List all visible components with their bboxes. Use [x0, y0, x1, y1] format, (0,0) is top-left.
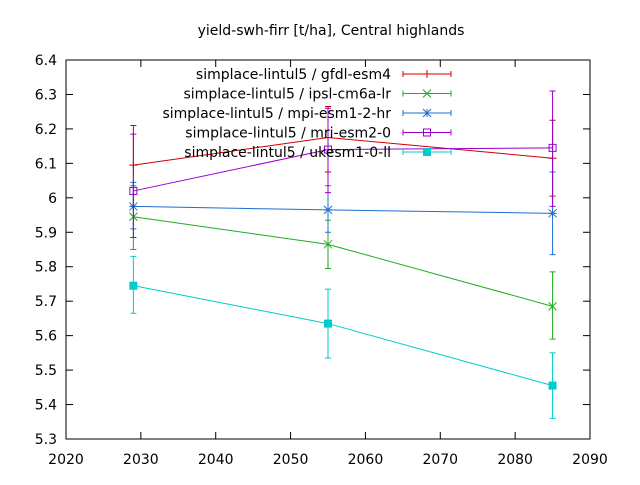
- x-tick-label: 2050: [273, 452, 309, 468]
- data-point: [548, 208, 557, 218]
- y-tick-label: 5.3: [35, 432, 57, 448]
- legend-entry-5: simplace-lintul5 / ukesm1-0-ll: [184, 145, 452, 161]
- data-point: [129, 186, 138, 195]
- y-tick-label: 5.9: [35, 225, 57, 241]
- data-point: [548, 301, 557, 311]
- legend-errorbar-cap: [402, 71, 452, 77]
- error-bar: [325, 107, 331, 194]
- legend-entry-2: simplace-lintul5 / ipsl-cm6a-lr: [184, 87, 452, 103]
- y-tick-label: 5.5: [35, 363, 57, 379]
- series-line: [133, 285, 553, 387]
- y-tick-label: 6.3: [35, 87, 57, 103]
- error-bar: [549, 271, 556, 340]
- legend-errorbar-cap: [402, 90, 452, 97]
- legend-label: simplace-lintul5 / ipsl-cm6a-lr: [184, 87, 392, 103]
- legend-marker: [423, 148, 431, 156]
- error-bar: [130, 133, 137, 238]
- y-tick-label: 6.1: [35, 156, 57, 172]
- legend-errorbar-cap: [402, 149, 452, 155]
- series-4: [129, 90, 557, 238]
- x-tick-label: 2020: [48, 452, 84, 468]
- y-tick-label: 6.4: [35, 53, 57, 69]
- series-line: [133, 216, 553, 307]
- data-point: [548, 143, 557, 152]
- data-point: [323, 205, 333, 215]
- legend-entry-3: simplace-lintul5 / mpi-esm1-2-hr: [162, 106, 452, 122]
- data-point: [324, 319, 332, 328]
- legend-marker: [423, 70, 431, 78]
- legend-label: simplace-lintul5 / mpi-esm1-2-hr: [162, 106, 391, 122]
- y-tick-label: 6.2: [35, 122, 57, 138]
- legend-label: simplace-lintul5 / mri-esm2-0: [185, 126, 391, 142]
- chart-title: yield-swh-firr [t/ha], Central highlands: [198, 23, 465, 39]
- data-point: [548, 381, 557, 390]
- legend-errorbar-cap: [402, 129, 452, 136]
- legend-entry-4: simplace-lintul5 / mri-esm2-0: [185, 126, 452, 142]
- y-tick-label: 5.4: [35, 398, 57, 414]
- series-2: [129, 185, 557, 340]
- series-5: [129, 255, 557, 419]
- legend-errorbar-cap: [402, 110, 452, 116]
- legend-label: simplace-lintul5 / ukesm1-0-ll: [184, 145, 391, 161]
- legend-entry-1: simplace-lintul5 / gfdl-esm4: [196, 67, 452, 83]
- y-tick-label: 5.6: [35, 329, 57, 345]
- data-point: [129, 281, 138, 290]
- plot-frame: [65, 59, 591, 440]
- x-tick-label: 2040: [198, 452, 234, 468]
- axes-layer: 5.3 5.4 5.5 5.6 5.7 5.8 5.9 6 6.1 6.2 6.3 6.4 2020 20…: [35, 53, 608, 468]
- series-line: [133, 205, 553, 214]
- series-layer: [129, 90, 557, 419]
- legend-label: simplace-lintul5 / gfdl-esm4: [196, 67, 391, 83]
- x-tick-label: 2060: [348, 452, 384, 468]
- legend-marker: [422, 108, 432, 118]
- series-3: [129, 171, 557, 256]
- x-tick-label: 2030: [123, 452, 159, 468]
- y-tick-label: 6: [48, 191, 57, 207]
- data-point: [324, 145, 332, 154]
- data-point: [323, 239, 333, 249]
- error-bar: [549, 90, 556, 207]
- legend-marker: [422, 89, 432, 98]
- x-tick-label: 2070: [422, 452, 458, 468]
- x-tick-label: 2080: [497, 452, 533, 468]
- y-tick-label: 5.8: [35, 260, 57, 276]
- y-tick-label: 5.7: [35, 294, 57, 310]
- x-tick-label: 2090: [572, 452, 608, 468]
- legend-marker: [423, 128, 431, 137]
- legend: simplace-lintul5 / gfdl-esm4 simplace-lin…: [162, 67, 452, 161]
